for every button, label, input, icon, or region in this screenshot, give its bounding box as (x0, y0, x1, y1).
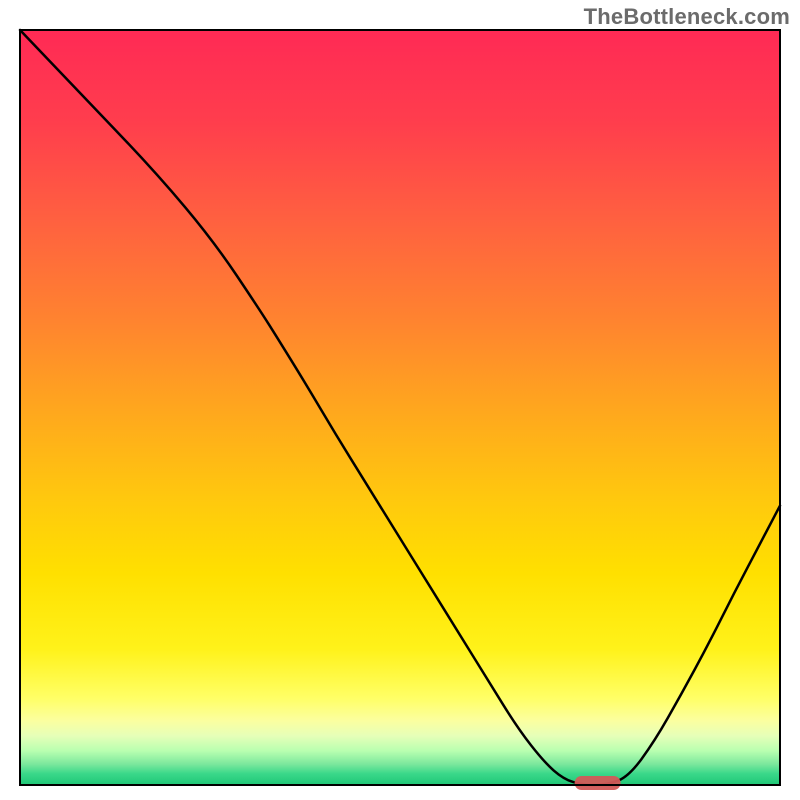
trough-marker (575, 776, 621, 790)
chart-frame: TheBottleneck.com (0, 0, 800, 800)
gradient-background (20, 30, 780, 785)
watermark-text: TheBottleneck.com (584, 4, 790, 30)
chart-svg (0, 0, 800, 800)
